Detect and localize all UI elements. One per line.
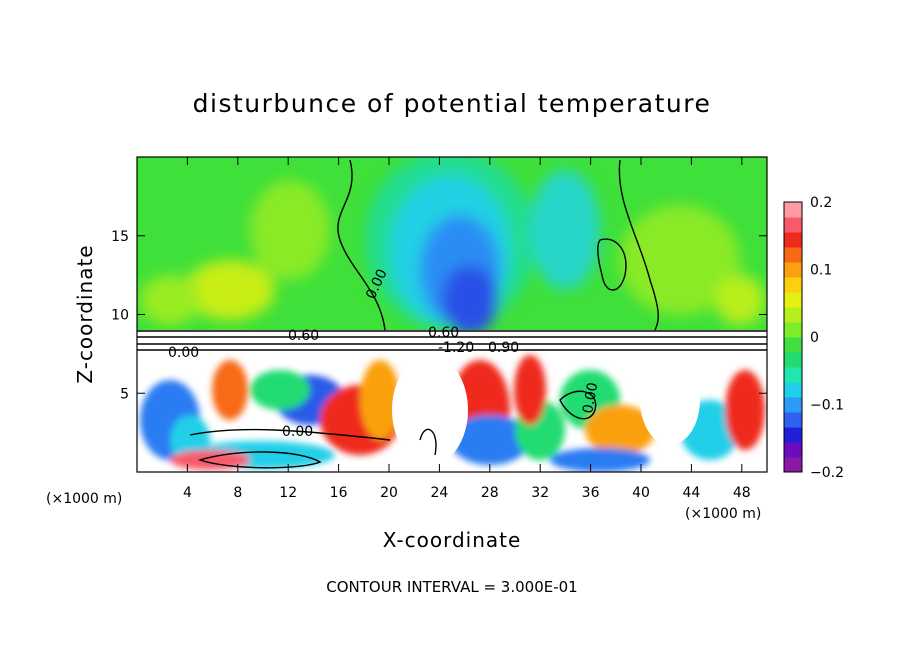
colorbar-tick-label: 0.1 — [810, 263, 832, 279]
contour-label: 0.00 — [168, 345, 199, 361]
colorbar-swatch — [784, 382, 802, 398]
chart-title: disturbunce of potential temperature — [193, 89, 712, 118]
x-tick-label: 28 — [481, 485, 499, 501]
colorbar-swatch — [784, 457, 802, 473]
contour-label: 0.90 — [488, 340, 519, 356]
contour-label: 0.60 — [288, 328, 319, 344]
x-tick-label: 40 — [632, 485, 650, 501]
x-tick-label: 4 — [183, 485, 192, 501]
colorbar: 0.2 0.1 0 −0.1 −0.2 — [783, 195, 844, 481]
x-axis: 4 8 12 16 20 24 28 32 36 40 44 48 — [183, 157, 751, 501]
colorbar-tick-label: 0.2 — [810, 195, 832, 211]
x-unit-label-right: (×1000 m) — [685, 506, 761, 522]
x-tick-label: 24 — [430, 485, 448, 501]
colorbar-swatch — [784, 367, 802, 383]
colorbar-swatch — [784, 247, 802, 263]
colorbar-swatch — [784, 292, 802, 308]
x-tick-label: 20 — [380, 485, 398, 501]
x-tick-label: 8 — [233, 485, 242, 501]
colorbar-swatch — [784, 352, 802, 368]
colorbar-tick-label: 0 — [810, 330, 819, 346]
colorbar-swatch — [784, 217, 802, 233]
y-axis: 5 10 15 — [111, 229, 767, 402]
colorbar-swatch — [784, 307, 802, 323]
colorbar-frame — [783, 201, 803, 473]
footer-note: CONTOUR INTERVAL = 3.000E-01 — [326, 578, 577, 596]
colorbar-swatch — [784, 412, 802, 428]
x-tick-label: 32 — [531, 485, 549, 501]
y-tick-label: 10 — [111, 308, 129, 324]
colorbar-swatch — [784, 442, 802, 458]
colorbar-tick-label: −0.2 — [810, 465, 844, 481]
plot-area — [137, 157, 767, 472]
colorbar-swatch — [784, 397, 802, 413]
contour-label: 0.60 — [428, 325, 459, 341]
colorbar-swatch — [784, 202, 802, 218]
contour-label: -1.20 — [438, 340, 474, 356]
x-unit-label-left: (×1000 m) — [46, 491, 122, 507]
colorbar-tick-label: −0.1 — [810, 398, 844, 414]
x-tick-label: 16 — [330, 485, 348, 501]
y-tick-label: 5 — [120, 386, 129, 402]
colorbar-swatch — [784, 232, 802, 248]
x-tick-label: 36 — [582, 485, 600, 501]
y-axis-label: Z-coordinate — [73, 244, 97, 383]
x-tick-label: 48 — [733, 485, 751, 501]
colorbar-swatch — [784, 427, 802, 443]
x-tick-label: 12 — [279, 485, 297, 501]
colorbar-swatch — [784, 322, 802, 338]
colorbar-swatch — [784, 277, 802, 293]
colorbar-swatch — [784, 337, 802, 353]
contour-label: 0.00 — [580, 381, 601, 414]
y-tick-label: 15 — [111, 229, 129, 245]
x-tick-label: 44 — [682, 485, 700, 501]
x-axis-label: X-coordinate — [383, 528, 522, 552]
colorbar-swatch — [784, 262, 802, 278]
contour-label: 0.00 — [282, 424, 313, 440]
